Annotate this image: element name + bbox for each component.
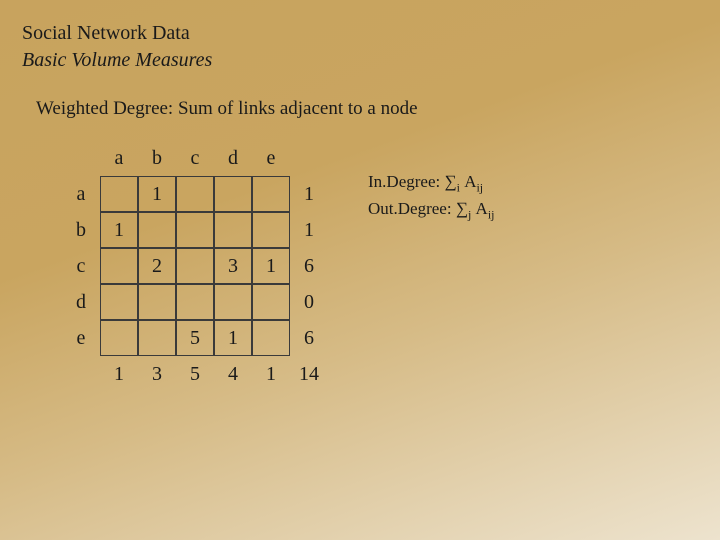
matrix-cell	[214, 176, 252, 212]
col-sum: 1	[252, 356, 290, 392]
matrix-cell: 3	[214, 248, 252, 284]
matrix-cell	[252, 176, 290, 212]
matrix-cell	[138, 320, 176, 356]
in-degree-formula: In.Degree: ∑i Aij	[368, 172, 494, 195]
matrix-cell	[138, 212, 176, 248]
slide: Social Network Data Basic Volume Measure…	[0, 0, 720, 540]
matrix-A: A	[476, 199, 488, 218]
matrix-corner	[290, 140, 328, 176]
row-label: a	[62, 176, 100, 212]
matrix-cell	[252, 284, 290, 320]
row-sum: 1	[290, 212, 328, 248]
matrix-cell: 1	[252, 248, 290, 284]
subscript-ij: ij	[476, 180, 483, 194]
col-sum: 1	[100, 356, 138, 392]
matrix-cell	[100, 248, 138, 284]
adjacency-matrix: a b c d e a 1 1 b 1 1 c 2	[62, 140, 328, 392]
matrix-cell	[176, 212, 214, 248]
row-sum: 6	[290, 320, 328, 356]
row-label: b	[62, 212, 100, 248]
matrix-cell: 5	[176, 320, 214, 356]
out-degree-formula: Out.Degree: ∑j Aij	[368, 199, 494, 222]
matrix-corner	[62, 140, 100, 176]
col-label: b	[138, 140, 176, 176]
matrix-A: A	[464, 172, 476, 191]
formula-label: In.Degree:	[368, 172, 444, 191]
row-sum: 1	[290, 176, 328, 212]
matrix-cell	[100, 176, 138, 212]
matrix-cell: 2	[138, 248, 176, 284]
row-sum: 0	[290, 284, 328, 320]
matrix-cell	[252, 320, 290, 356]
slide-title: Social Network Data	[22, 22, 698, 45]
matrix-cell: 1	[100, 212, 138, 248]
col-sum: 5	[176, 356, 214, 392]
sigma-symbol: ∑	[456, 199, 468, 218]
matrix-cell	[176, 248, 214, 284]
content-row: a b c d e a 1 1 b 1 1 c 2	[62, 140, 698, 392]
row-sum: 6	[290, 248, 328, 284]
matrix-cell	[100, 284, 138, 320]
matrix-cell	[214, 284, 252, 320]
subscript-j: j	[468, 208, 471, 222]
col-label: a	[100, 140, 138, 176]
formula-block: In.Degree: ∑i Aij Out.Degree: ∑j Aij	[368, 172, 494, 392]
col-label: e	[252, 140, 290, 176]
col-label: d	[214, 140, 252, 176]
matrix-cell	[214, 212, 252, 248]
matrix-total: 14	[290, 356, 328, 392]
row-label: c	[62, 248, 100, 284]
row-label: d	[62, 284, 100, 320]
row-label: e	[62, 320, 100, 356]
col-sum: 4	[214, 356, 252, 392]
definition-text: Weighted Degree: Sum of links adjacent t…	[36, 98, 698, 120]
matrix-cell: 1	[138, 176, 176, 212]
col-sum: 3	[138, 356, 176, 392]
matrix-corner	[62, 356, 100, 392]
matrix-cell: 1	[214, 320, 252, 356]
formula-label: Out.Degree:	[368, 199, 456, 218]
matrix-cell	[176, 176, 214, 212]
col-label: c	[176, 140, 214, 176]
subscript-i: i	[457, 180, 460, 194]
matrix-cell	[176, 284, 214, 320]
matrix-cell	[100, 320, 138, 356]
slide-subtitle: Basic Volume Measures	[22, 49, 698, 72]
sigma-symbol: ∑	[444, 172, 456, 191]
subscript-ij: ij	[488, 208, 495, 222]
matrix-cell	[138, 284, 176, 320]
matrix-cell	[252, 212, 290, 248]
